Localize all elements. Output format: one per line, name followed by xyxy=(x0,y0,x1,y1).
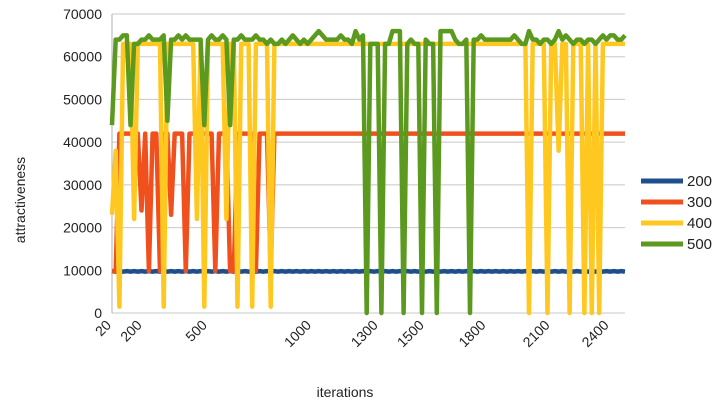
legend-label-400: 400 xyxy=(687,215,712,232)
y-tick-label: 0 xyxy=(94,305,102,321)
x-tick-label: 1500 xyxy=(394,317,427,350)
y-axis-title: attractiveness xyxy=(12,157,28,243)
y-tick-label: 20000 xyxy=(63,220,102,236)
series-line-500 xyxy=(109,28,627,316)
legend: 200 300 400 500 xyxy=(641,173,712,253)
y-tick-label: 10000 xyxy=(63,262,102,278)
y-tick-labels: 0 10000 20000 30000 40000 50000 60000 70000 xyxy=(63,6,102,321)
y-tick-label: 50000 xyxy=(63,91,102,107)
x-axis-title: iterations xyxy=(317,384,374,400)
x-tick-label: 500 xyxy=(182,317,210,345)
legend-label-200: 200 xyxy=(687,173,712,190)
x-tick-label: 200 xyxy=(117,317,145,345)
legend-label-500: 500 xyxy=(687,236,712,253)
x-tick-label: 2100 xyxy=(519,317,552,350)
x-tick-label: 2400 xyxy=(578,317,611,350)
x-tick-label: 1800 xyxy=(455,317,488,350)
x-tick-label: 1300 xyxy=(348,317,381,350)
x-tick-labels: 20 200 500 1000 1300 1500 1800 2100 2400 xyxy=(92,317,612,350)
y-tick-label: 40000 xyxy=(63,134,102,150)
series-lines xyxy=(109,28,627,316)
legend-label-300: 300 xyxy=(687,194,712,211)
y-tick-label: 70000 xyxy=(63,6,102,22)
x-tick-label: 1000 xyxy=(281,317,314,350)
y-tick-label: 60000 xyxy=(63,49,102,65)
y-tick-label: 30000 xyxy=(63,177,102,193)
